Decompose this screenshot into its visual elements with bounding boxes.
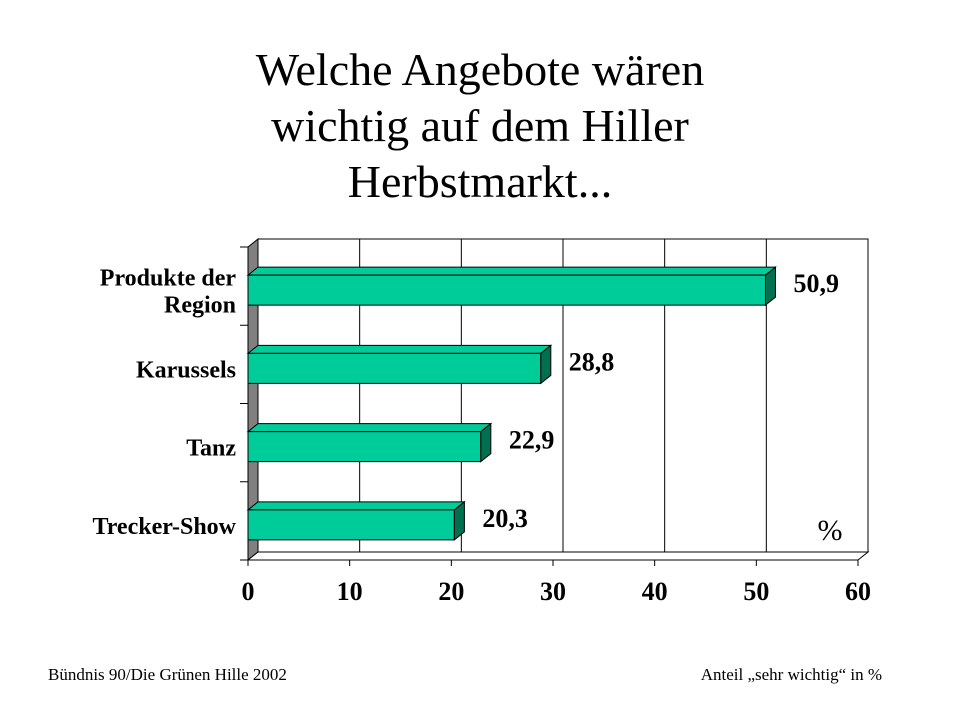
x-tick-label: 40 [642, 577, 668, 606]
bar [247, 274, 766, 306]
bar-top [246, 266, 777, 276]
chart-title: Welche Angebote wären wichtig auf dem Hi… [180, 42, 780, 210]
bar [247, 352, 542, 384]
bar-side [764, 266, 776, 307]
title-line-2: wichtig auf dem Hiller [271, 100, 689, 151]
x-tick-label: 50 [743, 577, 769, 606]
x-tick-label: 30 [540, 577, 566, 606]
data-label: 20,3 [482, 504, 527, 533]
x-tick-label: 20 [438, 577, 464, 606]
bar-top [246, 344, 553, 354]
plot-floor [246, 551, 870, 561]
category-label: Trecker-Show [92, 514, 236, 540]
unit-label: % [818, 514, 843, 547]
x-tick-label: 0 [242, 577, 255, 606]
data-label: 50,9 [793, 269, 839, 298]
category-label: Tanz [186, 436, 236, 462]
bar-top [246, 423, 493, 433]
bar-side [480, 422, 492, 463]
data-label: 28,8 [569, 347, 615, 376]
x-tick-label: 60 [845, 577, 871, 606]
bar-side [453, 500, 465, 541]
data-label: 22,9 [509, 426, 554, 455]
category-label: Produkte der Region [100, 266, 237, 319]
title-line-1: Welche Angebote wären [255, 44, 705, 95]
category-label: Karussels [136, 357, 236, 383]
title-line-3: Herbstmarkt... [347, 156, 613, 207]
footer-source: Bündnis 90/Die Grünen Hille 2002 [48, 665, 287, 684]
bar-side [540, 344, 552, 385]
x-tick-label: 10 [337, 577, 363, 606]
bar [247, 509, 455, 541]
bar-top [246, 501, 466, 511]
bar [247, 431, 482, 463]
footer-note: Anteil „sehr wichtig“ in % [700, 665, 882, 684]
